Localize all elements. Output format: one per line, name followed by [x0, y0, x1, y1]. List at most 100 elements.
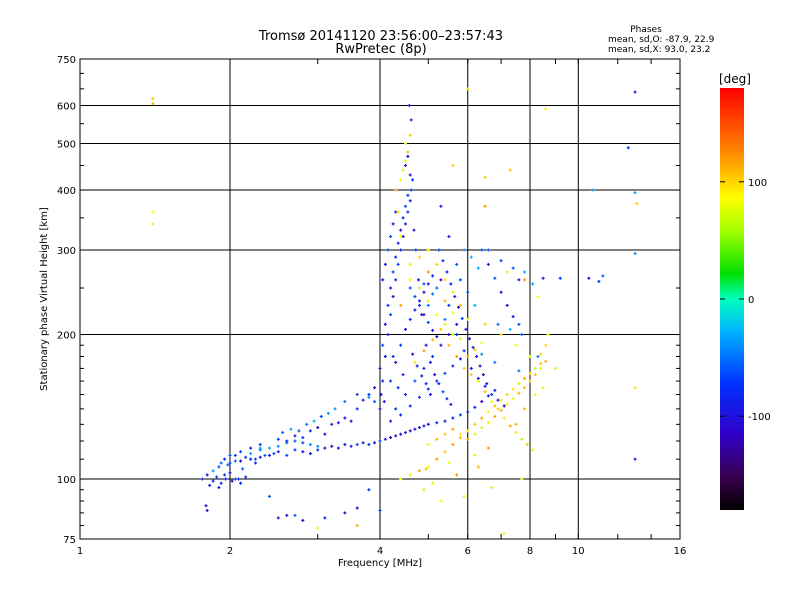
data-point: [200, 477, 204, 481]
data-point: [528, 354, 532, 358]
data-point: [417, 255, 421, 259]
data-point: [508, 424, 512, 428]
data-point: [378, 439, 382, 443]
data-point: [431, 328, 435, 332]
colorbar-ticks: 100 0 -100: [720, 178, 771, 423]
data-point: [336, 446, 340, 450]
y-tick-label: 200: [57, 331, 76, 342]
x-tick-label: 1: [77, 546, 83, 557]
colorbar-tick-label: -100: [748, 412, 771, 423]
data-point: [517, 322, 521, 326]
data-point: [399, 303, 403, 307]
data-point: [389, 379, 393, 383]
data-point: [386, 303, 390, 307]
data-point: [244, 475, 248, 479]
data-point: [349, 444, 353, 448]
x-tick-label: 6: [465, 546, 471, 557]
data-point: [514, 431, 518, 435]
data-point: [285, 441, 289, 445]
data-point: [323, 516, 327, 520]
x-tick-label: 2: [227, 546, 233, 557]
data-point: [406, 154, 410, 158]
data-point: [394, 360, 398, 364]
data-point: [462, 349, 466, 353]
data-point: [417, 278, 421, 282]
grid-lines: [80, 59, 680, 539]
data-point: [451, 416, 455, 420]
data-point: [483, 322, 487, 326]
data-point: [466, 290, 470, 294]
data-point: [394, 434, 398, 438]
data-point: [367, 393, 371, 397]
data-point: [520, 477, 524, 481]
data-point: [239, 481, 243, 485]
data-point: [455, 322, 459, 326]
data-point: [276, 450, 280, 454]
data-point: [531, 282, 535, 286]
data-point: [401, 373, 405, 377]
y-tick-label: 500: [57, 140, 76, 151]
data-point: [499, 290, 503, 294]
data-point: [343, 416, 347, 420]
data-point: [316, 448, 320, 452]
data-point: [511, 266, 515, 270]
data-point: [422, 424, 426, 428]
data-point: [217, 486, 221, 490]
data-point: [244, 455, 248, 459]
data-point: [367, 488, 371, 492]
data-point: [486, 410, 490, 414]
data-point: [401, 168, 405, 172]
data-point: [464, 327, 468, 331]
data-point: [391, 270, 395, 274]
data-point: [511, 387, 515, 391]
data-point: [408, 278, 412, 282]
data-point: [272, 452, 276, 456]
data-point: [399, 413, 403, 417]
data-point: [396, 386, 400, 390]
data-point: [412, 228, 416, 232]
data-point: [441, 390, 445, 394]
data-point: [435, 421, 439, 425]
data-point: [433, 373, 437, 377]
data-point: [426, 465, 430, 469]
data-point: [391, 222, 395, 226]
data-point: [399, 235, 403, 239]
data-point: [476, 266, 480, 270]
data-point: [408, 317, 412, 321]
data-point: [409, 118, 413, 122]
data-point: [499, 398, 503, 402]
data-point: [239, 459, 243, 463]
colorbar-tick-label: 100: [748, 178, 767, 189]
data-point: [426, 282, 430, 286]
data-point: [517, 391, 521, 395]
data-point: [633, 90, 637, 94]
data-point: [233, 459, 237, 463]
data-point: [301, 518, 305, 522]
data-point: [228, 471, 232, 475]
data-point: [422, 282, 426, 286]
data-point: [355, 524, 359, 528]
data-point: [408, 199, 412, 203]
data-point: [431, 338, 435, 342]
stats-heading: Phases: [630, 25, 662, 35]
data-point: [386, 248, 390, 252]
data-point: [281, 431, 285, 435]
y-tick-label: 300: [57, 246, 76, 257]
stats-line-x: mean, sd,X: 93.0, 23.2: [608, 45, 710, 55]
data-point: [285, 513, 289, 517]
data-point: [455, 262, 459, 266]
data-point: [396, 262, 400, 266]
data-point: [502, 404, 506, 408]
data-point: [399, 343, 403, 347]
x-tick-label: 16: [674, 546, 687, 557]
data-point: [480, 248, 484, 252]
data-point: [455, 354, 459, 358]
data-point: [426, 443, 430, 447]
data-point: [523, 407, 527, 411]
data-point: [480, 426, 484, 430]
data-point: [517, 278, 521, 282]
data-point: [301, 441, 305, 445]
data-point: [523, 376, 527, 380]
data-point: [396, 210, 400, 214]
